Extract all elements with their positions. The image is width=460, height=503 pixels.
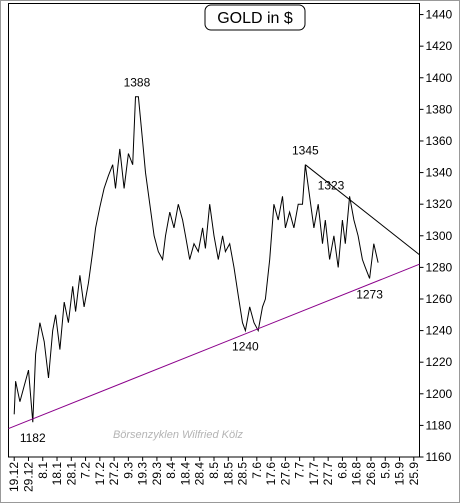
x-tick-label: 17.6 — [264, 462, 278, 486]
price-line — [13, 96, 379, 423]
y-tick-label: 1280 — [426, 260, 453, 274]
trend-line — [305, 164, 420, 256]
annotation: 1323 — [318, 178, 345, 192]
y-tick-label: 1180 — [426, 418, 452, 432]
x-tick-label: 19.3 — [136, 462, 150, 486]
x-tick-label: 18.5 — [221, 462, 235, 486]
x-tick-label: 28.1 — [64, 462, 78, 486]
y-tick-label: 1320 — [426, 197, 453, 211]
x-tick-label: 8.1 — [36, 462, 50, 479]
x-tick-label: 17.7 — [307, 462, 321, 486]
chart-title: GOLD in $ — [217, 10, 293, 27]
x-tick-label: 5.9 — [378, 462, 392, 479]
x-tick-label: 28.4 — [193, 462, 207, 486]
y-tick-label: 1220 — [426, 355, 453, 369]
x-tick-label: 16.8 — [350, 462, 364, 486]
y-tick-label: 1340 — [426, 166, 453, 180]
x-tick-label: 15.9 — [393, 462, 407, 486]
x-tick-label: 8.5 — [207, 462, 221, 479]
y-tick-label: 1240 — [426, 324, 453, 338]
y-tick-label: 1380 — [426, 102, 453, 116]
y-tick-label: 1360 — [426, 134, 453, 148]
x-tick-label: 27.7 — [321, 462, 335, 486]
x-tick-label: 18.1 — [50, 462, 64, 486]
annotation: 1388 — [124, 76, 151, 90]
x-tick-label: 19.12 — [7, 462, 21, 492]
y-tick-label: 1400 — [426, 71, 453, 85]
title-box — [204, 4, 306, 31]
x-tick-label: 6.8 — [335, 462, 349, 479]
y-tick-label: 1420 — [426, 39, 453, 53]
y-tick-label: 1260 — [426, 292, 453, 306]
annotation: 1345 — [292, 144, 319, 158]
x-tick-label: 27.2 — [107, 462, 121, 486]
x-tick-label: 17.2 — [93, 462, 107, 486]
y-tick-label: 1200 — [426, 387, 453, 401]
x-tick-label: 7.6 — [250, 462, 264, 479]
x-tick-label: 29.12 — [21, 462, 35, 492]
x-tick-label: 26.8 — [364, 462, 378, 486]
y-tick-label: 1300 — [426, 229, 453, 243]
x-tick-label: 27.6 — [278, 462, 292, 486]
x-tick-label: 7.7 — [293, 462, 307, 479]
x-tick-label: 7.2 — [79, 462, 93, 479]
annotation: 1240 — [232, 340, 259, 354]
trend-line — [8, 263, 420, 430]
annotation: 1182 — [20, 431, 46, 445]
x-tick-label: 29.3 — [150, 462, 164, 486]
annotation: 1273 — [356, 287, 383, 301]
x-tick-label: 18.4 — [178, 462, 192, 486]
x-tick-label: 9.3 — [121, 462, 135, 479]
x-tick-label: 28.5 — [236, 462, 250, 486]
x-tick-label: 25.9 — [407, 462, 421, 486]
y-tick-label: 1160 — [426, 450, 452, 464]
x-tick-label: 8.4 — [164, 462, 178, 479]
y-tick-label: 1440 — [426, 8, 453, 22]
watermark: Börsenzyklen Wilfried Kölz — [113, 429, 244, 441]
